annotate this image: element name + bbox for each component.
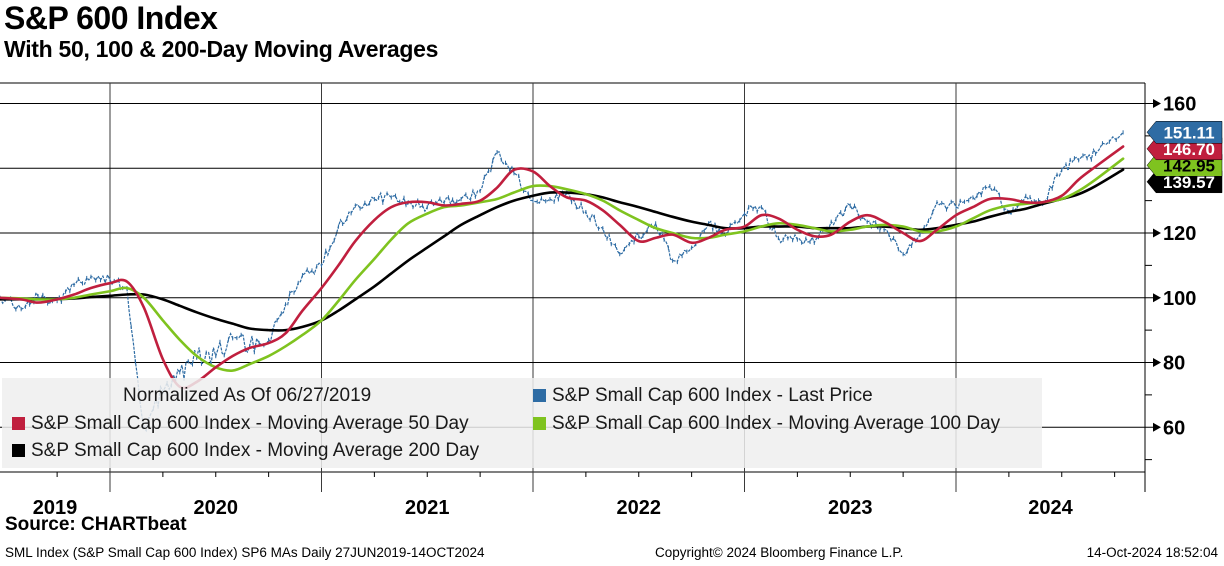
legend-item-ma50: S&P Small Cap 600 Index - Moving Average… xyxy=(12,413,469,435)
last-value-badge xyxy=(1146,121,1223,144)
x-tick-label: 2021 xyxy=(405,497,450,519)
y-tick-arrow xyxy=(1153,99,1161,108)
legend-item-last-price: S&P Small Cap 600 Index - Last Price xyxy=(533,385,873,407)
chart-header: S&P 600 Index With 50, 100 & 200-Day Mov… xyxy=(4,0,438,61)
y-tick-arrow xyxy=(1153,293,1161,303)
last-value-badge-label: 139.57 xyxy=(1163,173,1215,192)
y-tick-arrow xyxy=(1153,358,1161,367)
y-tick-label: 120 xyxy=(1163,223,1196,245)
legend-label: S&P Small Cap 600 Index - Moving Average… xyxy=(552,413,1001,434)
y-tick-label: 100 xyxy=(1163,288,1196,310)
source-line: Source: CHARTbeat xyxy=(5,514,187,535)
ma50-swatch xyxy=(12,417,25,430)
x-tick-label: 2019 xyxy=(33,497,78,519)
x-tick-label: 2020 xyxy=(194,497,239,519)
legend-label: S&P Small Cap 600 Index - Last Price xyxy=(552,385,873,406)
legend-box xyxy=(2,378,1042,468)
ma-line xyxy=(0,145,1125,390)
ma200-swatch xyxy=(12,444,25,457)
y-tick-label: 80 xyxy=(1163,353,1185,375)
footer-ticker-info: SML Index (S&P Small Cap 600 Index) SP6 … xyxy=(5,545,485,560)
legend-normalized-note: Normalized As Of 06/27/2019 xyxy=(123,385,372,406)
footer-copyright: Copyright© 2024 Bloomberg Finance L.P. xyxy=(655,545,904,560)
y-tick-arrow xyxy=(1153,422,1161,432)
ma-line xyxy=(0,157,1125,373)
y-tick-label: 60 xyxy=(1163,417,1185,439)
last-value-badge-label: 142.95 xyxy=(1163,156,1215,175)
last-value-badge-label: 146.70 xyxy=(1163,140,1215,159)
legend-label: S&P Small Cap 600 Index - Moving Average… xyxy=(31,440,480,461)
last-price-swatch xyxy=(533,389,546,402)
legend-item-ma100: S&P Small Cap 600 Index - Moving Average… xyxy=(533,413,1000,435)
ma100-swatch xyxy=(533,417,546,430)
x-tick-label: 2022 xyxy=(617,497,662,519)
legend-item-ma200: S&P Small Cap 600 Index - Moving Average… xyxy=(12,440,479,462)
x-tick-label: 2023 xyxy=(828,497,873,519)
footer-timestamp: 14-Oct-2024 18:52:04 xyxy=(1086,545,1218,560)
x-tick-label: 2024 xyxy=(1028,497,1073,519)
y-tick-label: 160 xyxy=(1163,94,1196,116)
page-title: S&P 600 Index xyxy=(4,0,218,36)
page-subtitle: With 50, 100 & 200-Day Moving Averages xyxy=(4,35,439,62)
legend-label: S&P Small Cap 600 Index - Moving Average… xyxy=(31,413,469,434)
y-tick-arrow xyxy=(1153,228,1161,238)
last-value-badge-label: 151.11 xyxy=(1163,123,1214,142)
